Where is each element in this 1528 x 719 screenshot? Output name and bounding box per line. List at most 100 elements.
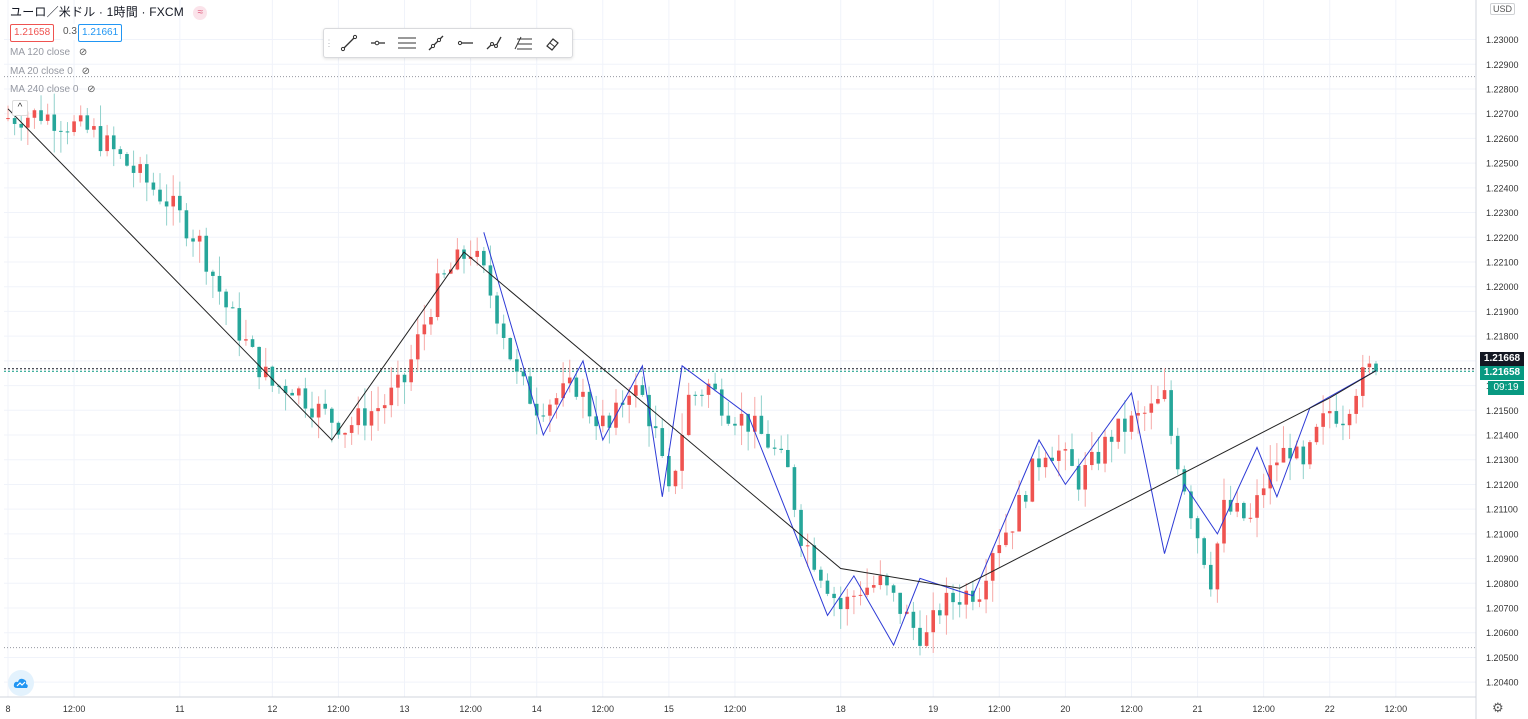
- y-tick-label: 1.20900: [1486, 554, 1519, 564]
- candle-body: [1208, 564, 1213, 590]
- eye-off-icon[interactable]: ⊘: [87, 84, 96, 95]
- candle-body: [845, 596, 850, 610]
- candle-body: [1268, 465, 1273, 489]
- chart-grid: [4, 0, 1476, 697]
- candle-body: [752, 415, 757, 432]
- eraser-icon[interactable]: [537, 29, 566, 57]
- candle-body: [574, 377, 579, 397]
- candle-body: [746, 413, 750, 432]
- candle-body: [1037, 458, 1041, 468]
- candle-body: [508, 337, 513, 360]
- drag-handle-icon[interactable]: ⋮: [324, 37, 334, 48]
- candle-body: [964, 590, 969, 605]
- collapse-legend-icon[interactable]: ^: [12, 100, 28, 116]
- x-tick-label: 12: [267, 704, 277, 714]
- candle-body: [138, 164, 142, 173]
- symbol-header[interactable]: ユーロ／米ドル · 1時間 · FXCM ≈: [10, 3, 208, 20]
- eye-off-icon[interactable]: ⊘: [78, 47, 88, 58]
- candle-body: [32, 110, 37, 118]
- candle-body: [891, 585, 896, 593]
- path-icon[interactable]: [479, 29, 508, 57]
- y-tick-label: 1.20800: [1486, 579, 1519, 589]
- candle-body: [931, 610, 936, 633]
- y-tick-label: 1.20700: [1486, 604, 1519, 614]
- candle-body: [554, 398, 559, 405]
- ask-price[interactable]: 1.21661: [78, 24, 123, 42]
- last-price-tag: 1.21658: [1480, 366, 1524, 380]
- candle-body: [918, 627, 922, 646]
- candle-body: [924, 632, 929, 646]
- candle-body: [475, 250, 480, 257]
- candle-body: [733, 423, 737, 426]
- candle-body: [26, 117, 30, 128]
- candle-body: [667, 456, 671, 487]
- candle-body: [131, 165, 136, 173]
- candle-body: [376, 408, 380, 412]
- candle-body: [990, 553, 995, 581]
- candle-body: [250, 339, 255, 347]
- candle-body: [858, 594, 863, 596]
- x-tick-label: 14: [532, 704, 542, 714]
- bid-price[interactable]: 1.21658: [10, 24, 55, 42]
- candle-body: [323, 403, 328, 409]
- x-tick-label: 8: [5, 704, 10, 714]
- candle-body: [1189, 491, 1193, 519]
- candle-body: [178, 195, 182, 211]
- candle-body: [1334, 411, 1339, 424]
- extended-line-icon[interactable]: [421, 29, 450, 57]
- y-tick-label: 1.20500: [1486, 653, 1519, 663]
- candle-body: [191, 238, 195, 242]
- wave-icon[interactable]: ≈: [193, 6, 208, 20]
- candle-body: [865, 587, 869, 595]
- candle-body: [1321, 413, 1325, 427]
- candle-body: [971, 590, 975, 602]
- y-tick-label: 1.22700: [1486, 109, 1519, 119]
- candle-body: [65, 131, 70, 133]
- candle-body: [1281, 447, 1286, 463]
- y-tick-label: 1.22600: [1486, 134, 1519, 144]
- symbol-title[interactable]: ユーロ／米ドル · 1時間 · FXCM: [10, 5, 184, 19]
- trend-line-icon[interactable]: [334, 29, 363, 57]
- candle-body: [719, 389, 724, 416]
- candle-body: [1123, 418, 1127, 432]
- ma-240-legend[interactable]: MA 240 close 0 ⊘: [10, 84, 96, 95]
- y-tick-label: 1.21300: [1486, 455, 1519, 465]
- candle-body: [158, 189, 162, 202]
- ma-120-legend[interactable]: MA 120 close ⊘: [10, 47, 87, 58]
- cloud-icon[interactable]: [8, 670, 34, 696]
- candle-body: [878, 575, 883, 586]
- candle-body: [270, 366, 275, 386]
- candle-body: [1076, 465, 1081, 490]
- candle-body: [1248, 517, 1253, 519]
- candle-body: [561, 383, 565, 399]
- gear-icon[interactable]: ⚙: [1492, 700, 1504, 715]
- x-tick-label: 19: [928, 704, 938, 714]
- y-tick-label: 1.20600: [1486, 628, 1519, 638]
- candle-body: [1149, 403, 1154, 413]
- x-tick-label: 12:00: [63, 704, 86, 714]
- eye-off-icon[interactable]: ⊘: [81, 66, 90, 77]
- x-tick-label: 12:00: [592, 704, 615, 714]
- candle-body: [45, 114, 50, 121]
- y-tick-label: 1.22400: [1486, 183, 1519, 193]
- horizontal-line-icon[interactable]: [450, 29, 479, 57]
- candle-body: [587, 391, 592, 417]
- parallel-channel-icon[interactable]: [392, 29, 421, 57]
- candle-body: [1109, 436, 1114, 442]
- horizontal-ray-icon[interactable]: [363, 29, 392, 57]
- candle-body: [495, 295, 499, 324]
- currency-label[interactable]: USD: [1490, 3, 1516, 15]
- candle-body: [944, 592, 949, 616]
- candle-body: [211, 271, 215, 276]
- zigzag-lines: [7, 108, 1377, 647]
- fib-icon[interactable]: [508, 29, 537, 57]
- y-tick-label: 1.22500: [1486, 159, 1519, 169]
- candle-body: [224, 291, 228, 308]
- candle-body: [997, 545, 1002, 554]
- candle-body: [1103, 436, 1107, 464]
- candle-body: [1070, 449, 1074, 466]
- candle-body: [144, 164, 149, 183]
- ma-20-legend[interactable]: MA 20 close 0 ⊘: [10, 66, 90, 77]
- candle-body: [977, 599, 982, 602]
